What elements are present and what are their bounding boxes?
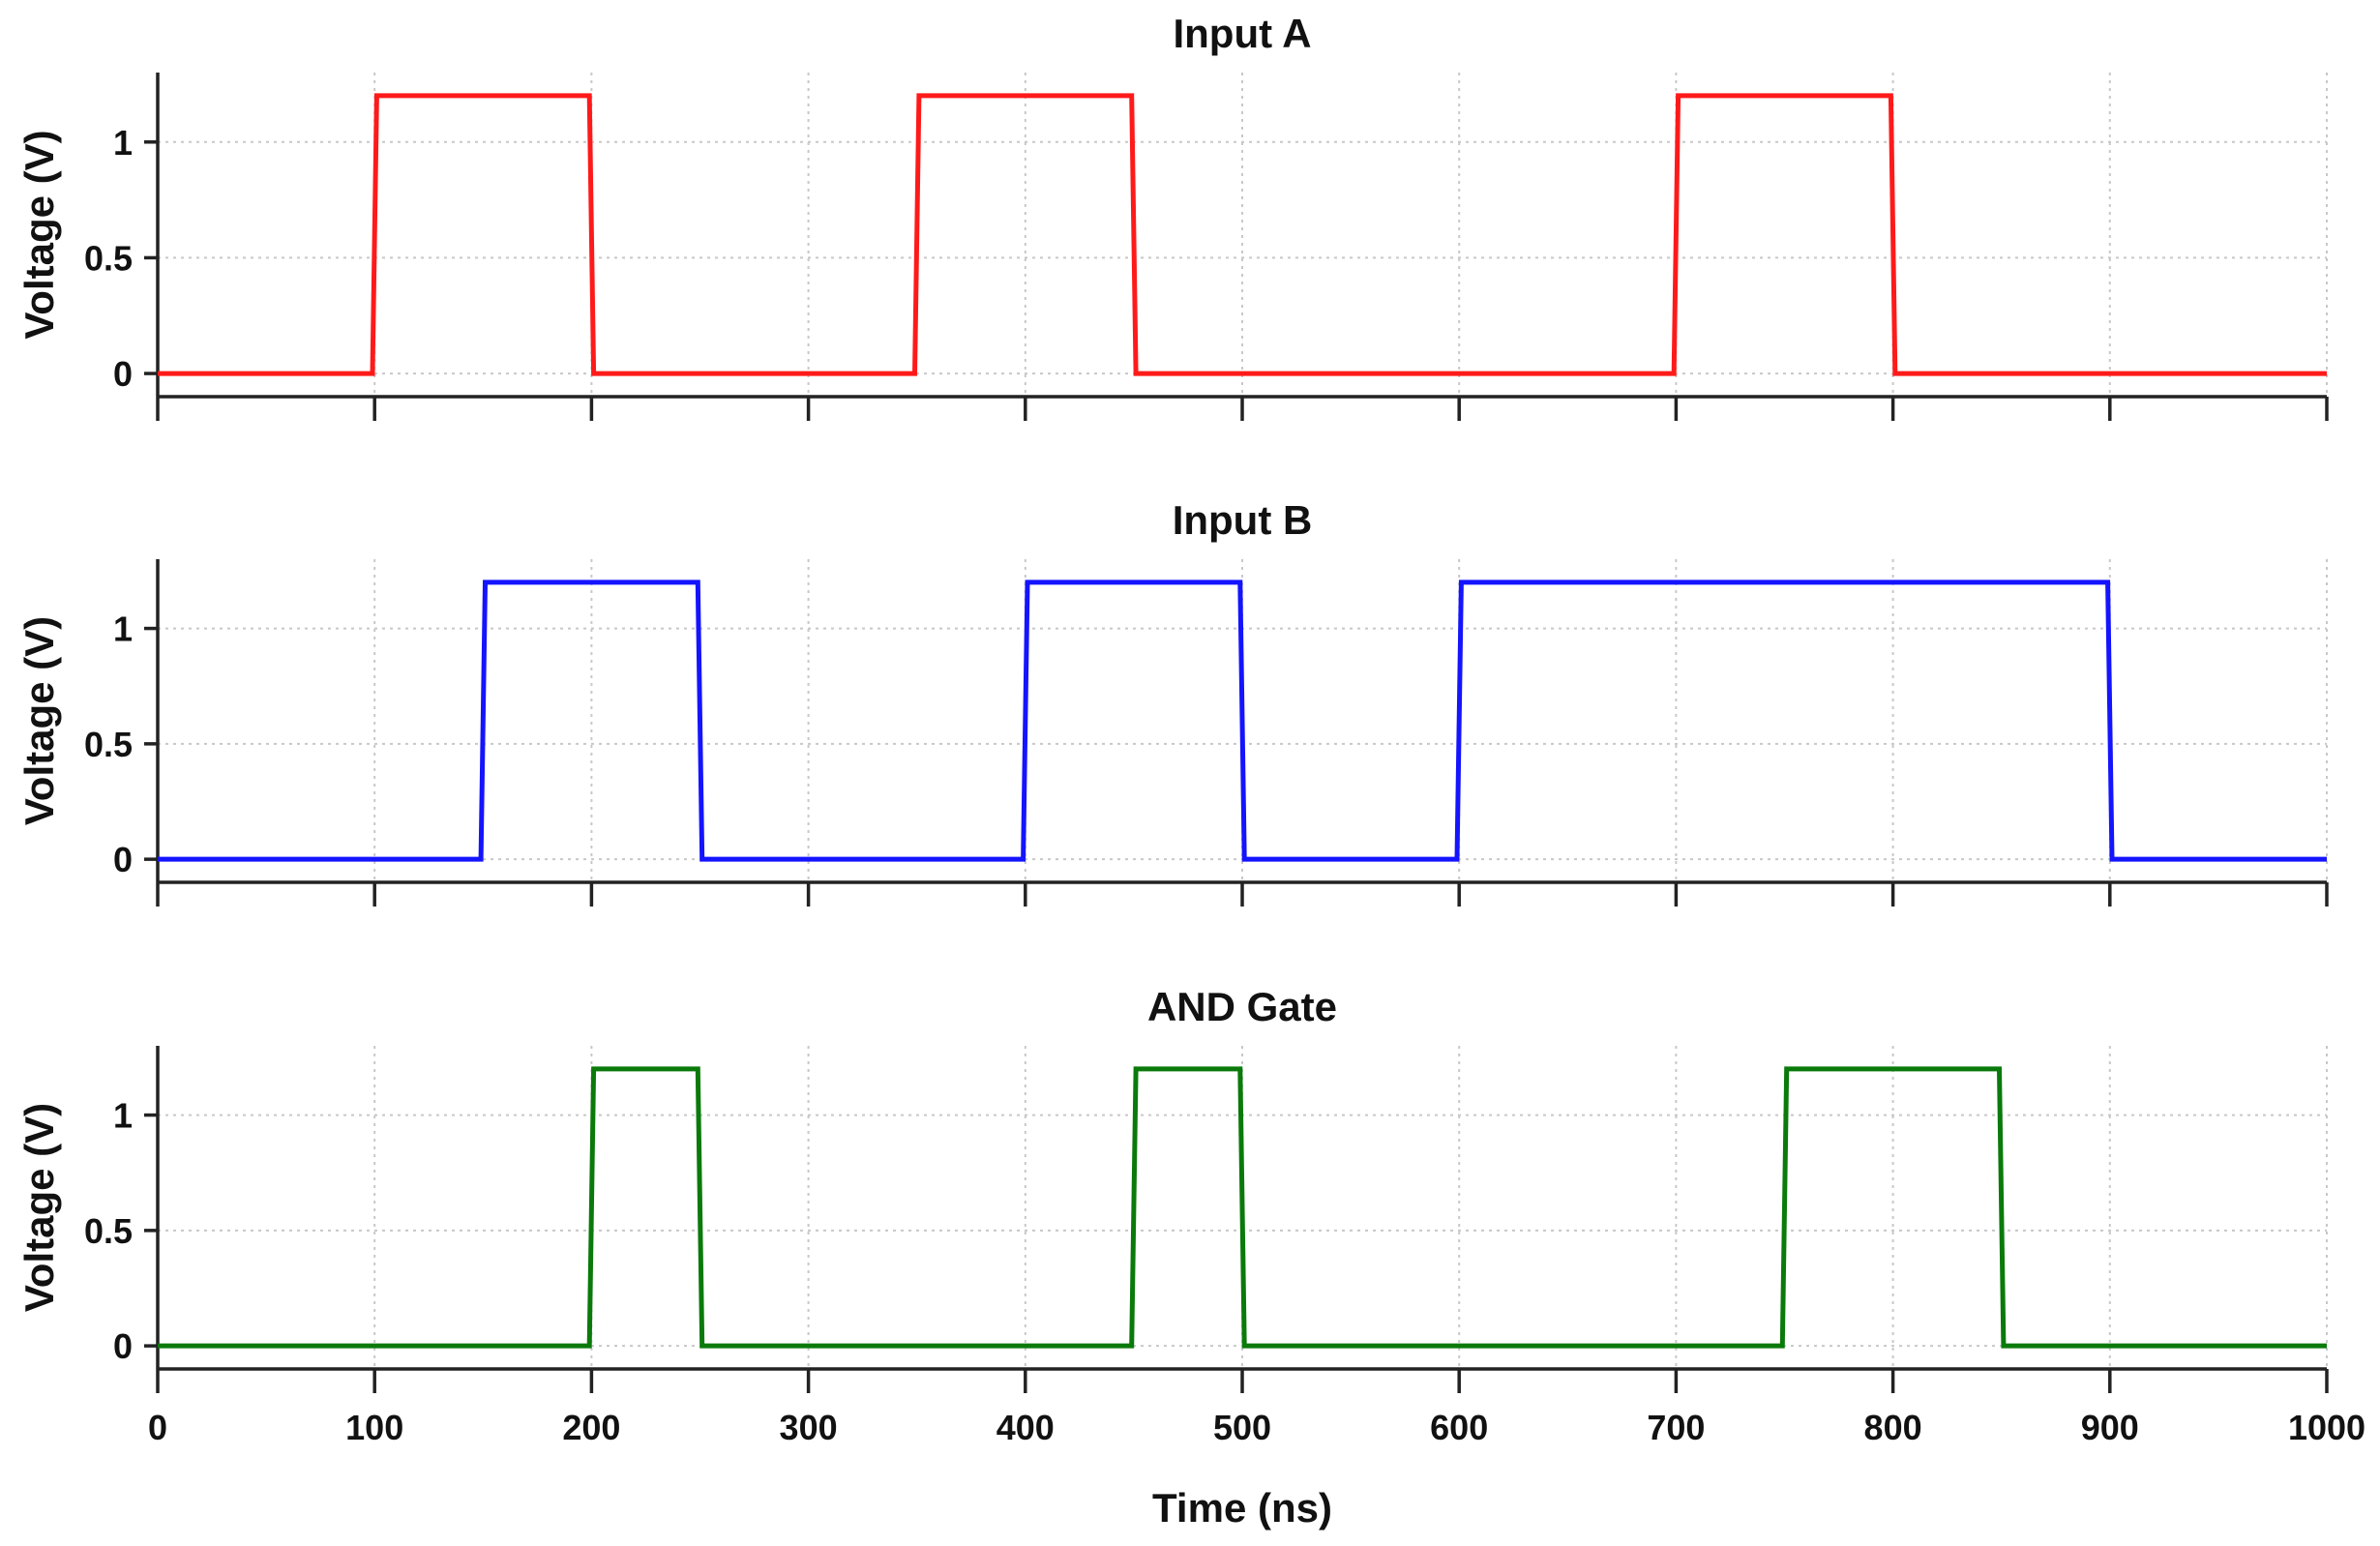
y-tick-label: 0.5	[84, 238, 133, 278]
x-tick-label: 300	[780, 1408, 838, 1447]
y-axis-label: Voltage (V)	[16, 1103, 62, 1312]
panel-and-gate: 0 0.5 1 0 100 200 300 400 500 600 700 800 900 1000 AND…	[16, 984, 2365, 1531]
y-tick-label: 0	[113, 1326, 133, 1366]
x-tick-label: 700	[1647, 1408, 1705, 1447]
y-tick-label: 1	[113, 609, 133, 649]
series-line-and-gate	[158, 1066, 2327, 1349]
series-line-input-b	[158, 580, 2327, 862]
series-line-input-a	[158, 93, 2327, 376]
chart-title: Input A	[1173, 11, 1311, 56]
x-tick-label: 0	[148, 1408, 167, 1447]
y-tick-label: 0	[113, 840, 133, 879]
panel-input-b: 0 0.5 1 Input B Voltage (V)	[16, 497, 2329, 907]
x-tick-label: 1000	[2288, 1408, 2365, 1447]
panel-input-a: 0 0.5 1 Input A Voltage (V)	[16, 11, 2329, 421]
x-tick-label: 900	[2081, 1408, 2139, 1447]
y-tick-label: 1	[113, 1096, 133, 1136]
x-tick-label: 400	[997, 1408, 1055, 1447]
y-tick-label: 1	[113, 123, 133, 163]
x-tick-label: 500	[1213, 1408, 1271, 1447]
x-axis-label: Time (ns)	[1152, 1485, 1332, 1531]
chart-title: Input B	[1173, 497, 1313, 543]
x-tick-label: 600	[1430, 1408, 1488, 1447]
y-axis-label: Voltage (V)	[16, 616, 62, 825]
y-tick-label: 0	[113, 354, 133, 394]
y-tick-label: 0.5	[84, 1211, 133, 1251]
y-axis-label: Voltage (V)	[16, 130, 62, 339]
x-tick-label: 800	[1864, 1408, 1922, 1447]
y-tick-label: 0.5	[84, 725, 133, 764]
x-tick-label: 100	[345, 1408, 403, 1447]
chart-title: AND Gate	[1147, 984, 1337, 1029]
x-tick-label: 200	[562, 1408, 620, 1447]
